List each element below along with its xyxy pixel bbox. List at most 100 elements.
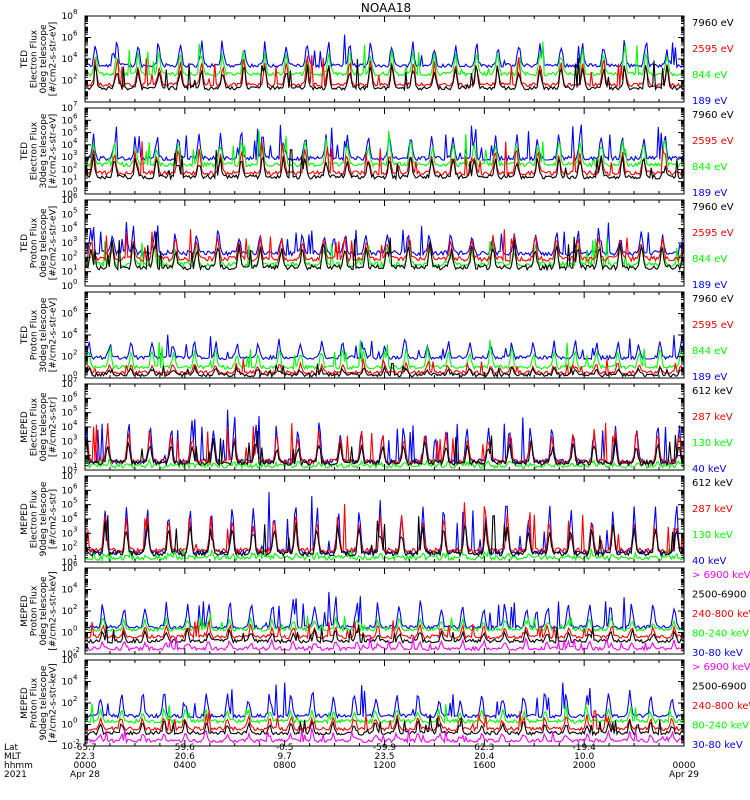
panel-legend: 612 keV 287 keV 130 keV 40 keV — [692, 386, 733, 475]
x-tick-mlt: 22.3 — [75, 752, 95, 762]
y-tick-label: 10 — [62, 178, 74, 188]
y-tick-exponent: 6 — [73, 30, 78, 38]
y-label-line: 0deg telescope — [39, 24, 49, 94]
y-tick-exponent: 0 — [73, 186, 77, 194]
y-label-line: TED — [20, 142, 30, 161]
y-label-line: Electron Flux — [29, 29, 39, 88]
legend-entry: > 6900 keV — [692, 662, 750, 673]
series-844-ev — [85, 339, 684, 371]
y-tick-exponent: 2 — [73, 73, 77, 81]
panel-data — [85, 34, 684, 92]
y-tick-label: 10 — [62, 268, 74, 278]
y-tick-label: 10 — [62, 331, 74, 341]
legend-entry: 189 eV — [692, 96, 727, 107]
figure-title: NOAA18 — [361, 1, 411, 15]
legend-entry: 844 eV — [692, 346, 727, 357]
y-tick-exponent: 2 — [73, 603, 77, 611]
legend-entry: 2595 eV — [692, 320, 734, 331]
y-label-line: [#/cm2-s-str-keV] — [48, 571, 58, 650]
y-tick-exponent: 1 — [73, 174, 77, 182]
y-label-line: Electron Flux — [29, 121, 39, 180]
legend-entry: 80-240 keV — [692, 629, 749, 640]
y-label-line: 0deg telescope — [39, 392, 49, 462]
legend-entry: 844 eV — [692, 162, 727, 173]
legend-entry: 844 eV — [692, 70, 727, 81]
y-tick-exponent: 0 — [73, 278, 77, 286]
y-tick-label: 10 — [62, 558, 74, 568]
y-tick-exponent: 4 — [73, 327, 78, 335]
y-tick-exponent: 0 — [73, 625, 77, 633]
panel-data — [85, 682, 684, 745]
legend-entry: 2500-6900 — [692, 590, 747, 601]
y-tick-label: 10 — [62, 466, 74, 476]
panel-frame — [84, 107, 685, 195]
y-tick-exponent: 5 — [73, 125, 77, 133]
y-tick-exponent: 0 — [73, 370, 77, 378]
panel-data — [85, 591, 684, 652]
x-tick-lat: -19.4 — [573, 743, 597, 753]
y-axis-label: TED Electron Flux 30deg telescope [#/cm2-s-… — [20, 113, 59, 188]
x-row-label: 2021 — [4, 770, 27, 780]
y-tick-exponent: 1 — [73, 264, 77, 272]
y-tick-label: 10 — [62, 353, 74, 363]
y-axis-label: MEPED Electron Flux 0deg telescope [#/cm2-s… — [20, 392, 59, 462]
y-label-line: 0deg telescope — [39, 208, 49, 278]
legend-entry: 287 keV — [692, 412, 733, 423]
x-row-label: Lat — [4, 743, 19, 753]
series-189-ev — [85, 221, 684, 258]
x-tick-mlt: 10.0 — [574, 752, 594, 762]
x-tick-mlt: 9.7 — [278, 752, 292, 762]
y-tick-label: 10 — [62, 423, 74, 433]
y-tick-exponent: 4 — [73, 51, 78, 59]
legend-entry: 189 eV — [692, 188, 727, 199]
y-tick-exponent: 2 — [73, 249, 77, 257]
y-tick-label: 10 — [62, 210, 74, 220]
panel-data — [85, 492, 684, 562]
y-axis-label: MEPED Proton Flux 0deg telescope [#/cm2-s-s… — [20, 571, 59, 650]
x-tick-lat: 62.3 — [474, 743, 494, 753]
legend-entry: 2595 eV — [692, 228, 734, 239]
series-30-80-kev — [85, 591, 684, 631]
x-tick-hhmm: 1600 — [473, 761, 496, 771]
series-2500-6900 — [85, 624, 684, 645]
series-80-240-kev — [85, 703, 684, 725]
y-tick-label: 10 — [62, 650, 74, 660]
legend-entry: 130 keV — [692, 438, 733, 449]
series-7960-ev — [85, 232, 684, 272]
series-844-ev — [85, 41, 684, 78]
x-tick-hhmm: 1200 — [373, 761, 396, 771]
series-287-kev — [85, 502, 684, 555]
panel-data — [85, 124, 684, 182]
y-tick-exponent: 4 — [73, 511, 78, 519]
x-tick-mlt: 23.5 — [374, 752, 394, 762]
legend-entry: 2595 eV — [692, 136, 734, 147]
y-tick-label: 10 — [62, 239, 74, 249]
legend-entry: 30-80 keV — [692, 740, 743, 751]
y-label-line: TED — [20, 326, 30, 345]
y-label-line: MEPED — [20, 411, 30, 443]
x-tick-hhmm: 0000 — [673, 761, 696, 771]
y-tick-label: 10 — [62, 153, 74, 163]
legend-entry: 2500-6900 — [692, 682, 747, 693]
y-label-line: [#/cm2-s-str-keV] — [48, 663, 58, 742]
y-tick-exponent: 4 — [73, 221, 78, 229]
y-label-line: Proton Flux — [29, 677, 39, 728]
series-844-ev — [85, 130, 684, 169]
y-tick-label: 10 — [62, 374, 74, 384]
y-tick-label: 10 — [62, 129, 74, 139]
y-tick-exponent: 7 — [73, 376, 77, 384]
y-tick-exponent: 6 — [73, 390, 78, 398]
y-label-line: 90deg telescope — [39, 665, 49, 740]
panel-legend: 7960 eV 2595 eV 844 eV 189 eV — [692, 202, 734, 291]
x-tick-lat: 59.6 — [175, 743, 195, 753]
legend-entry: 7960 eV — [692, 294, 734, 305]
y-tick-label: 10 — [62, 472, 74, 482]
y-tick-label: 10 — [62, 742, 74, 752]
y-tick-label: 10 — [62, 165, 74, 175]
series-2595-ev — [85, 55, 684, 89]
